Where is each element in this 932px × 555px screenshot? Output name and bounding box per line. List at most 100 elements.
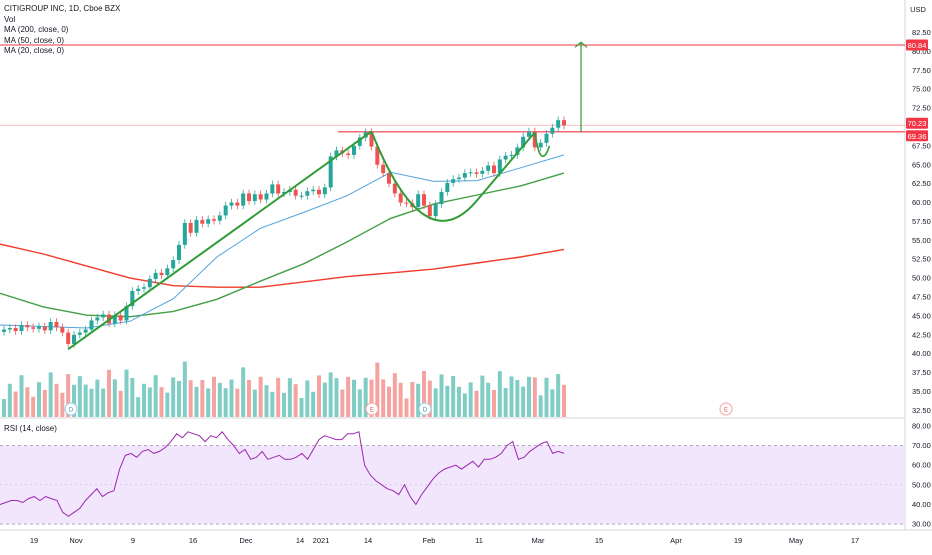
- candle-body: [311, 189, 316, 192]
- candle-body: [188, 222, 193, 233]
- volume-bar: [229, 379, 234, 417]
- price-tick-label: 52.50: [912, 255, 931, 264]
- event-marker-circle: [64, 402, 78, 416]
- volume-bar: [66, 374, 71, 417]
- chart-legend: CITIGROUP INC, 1D, Cboe BZX Vol MA (200,…: [4, 4, 120, 57]
- candle-body: [223, 205, 228, 216]
- candle-body: [95, 317, 100, 321]
- rsi-tick-label: 50.00: [912, 480, 931, 489]
- candle-body: [235, 202, 240, 206]
- rsi-tick-label: 40.00: [912, 500, 931, 509]
- volume-bar: [171, 377, 176, 417]
- price-tick-label: 35.00: [912, 387, 931, 396]
- volume-bar: [77, 376, 82, 417]
- candle-body: [42, 326, 47, 331]
- volume-bar: [177, 381, 181, 417]
- candle-body: [532, 131, 537, 148]
- candle-body: [112, 315, 117, 324]
- volume-bar: [130, 378, 135, 417]
- volume-bar: [293, 384, 298, 417]
- price-tick-label: 50.00: [912, 274, 931, 283]
- volume-bar: [445, 385, 450, 417]
- volume-bar: [101, 388, 106, 417]
- candle-body: [422, 194, 426, 206]
- volume-bar: [188, 380, 193, 417]
- volume-bar: [241, 367, 246, 417]
- rsi-tick-label: 80.00: [912, 421, 931, 430]
- candle-body: [457, 177, 461, 180]
- cup-pattern: [370, 131, 536, 222]
- candle-body: [480, 170, 485, 174]
- volume-bar: [363, 377, 368, 417]
- candle-body: [550, 127, 555, 134]
- legend-vol: Vol: [4, 14, 16, 24]
- volume-bar: [433, 388, 438, 417]
- event-marker-label: E: [370, 408, 374, 414]
- time-tick-label: 14: [296, 536, 304, 545]
- volume-bar: [404, 398, 409, 417]
- volume-bar: [194, 386, 199, 417]
- time-tick-label: 19: [734, 536, 742, 545]
- volume-bar: [340, 389, 345, 417]
- candle-body: [521, 136, 526, 148]
- volume-bar: [410, 382, 415, 417]
- candle-body: [247, 193, 251, 202]
- volume-bar: [42, 390, 47, 417]
- candle-body: [433, 204, 438, 217]
- rsi-tick-label: 60.00: [912, 461, 931, 470]
- time-tick-label: Nov: [69, 536, 83, 545]
- price-tick-label: 62.50: [912, 179, 931, 188]
- candle-body: [270, 184, 275, 194]
- volume-bar: [515, 380, 520, 417]
- volume-bar: [497, 371, 502, 417]
- volume-bar: [416, 383, 421, 417]
- candle-body: [538, 142, 543, 148]
- volume-bar: [142, 383, 146, 417]
- candle-body: [48, 321, 53, 331]
- moving-average-line: [0, 154, 565, 329]
- candle-body: [118, 315, 123, 321]
- candle-body: [299, 195, 304, 197]
- volume-bar: [369, 379, 374, 417]
- candle-body: [258, 194, 263, 200]
- price-tick-label: 32.50: [912, 406, 931, 415]
- time-tick-label: 14: [364, 536, 372, 545]
- volume-bar: [422, 371, 426, 417]
- volume-bar: [7, 383, 12, 417]
- candle-body: [177, 244, 181, 261]
- time-tick-label: 19: [30, 536, 38, 545]
- volume-bar: [357, 389, 362, 417]
- volume-bar: [13, 391, 18, 417]
- volume-bar: [509, 376, 514, 417]
- volume-bar: [136, 397, 141, 417]
- event-marker: E: [365, 402, 379, 416]
- price-tick-label: 42.50: [912, 330, 931, 339]
- candle-body: [293, 189, 298, 196]
- volume-bar: [462, 393, 467, 417]
- volume-bar: [352, 379, 356, 417]
- candle-body: [136, 288, 141, 291]
- price-tick-label: 37.50: [912, 368, 931, 377]
- volume-bar: [217, 382, 222, 417]
- price-tick-label: 72.50: [912, 104, 931, 113]
- time-tick-label: May: [789, 536, 803, 545]
- price-tick-label: 82.50: [912, 28, 931, 37]
- candle-body: [317, 189, 321, 195]
- candle-body: [462, 173, 467, 178]
- volume-bar: [387, 386, 391, 417]
- price-tag-label: 69.36: [908, 132, 927, 141]
- candle-body: [439, 191, 444, 205]
- price-tick-label: 77.50: [912, 66, 931, 75]
- volume-bar: [457, 386, 461, 417]
- event-marker-label: D: [69, 408, 74, 414]
- event-marker: D: [418, 402, 432, 416]
- volume-bar: [311, 391, 316, 417]
- volume-bar: [282, 392, 286, 417]
- volume-bar: [480, 375, 485, 417]
- volume-bar: [474, 390, 479, 417]
- volume-bar: [206, 388, 211, 417]
- volume-bar: [346, 376, 351, 417]
- volume-bar: [31, 396, 36, 417]
